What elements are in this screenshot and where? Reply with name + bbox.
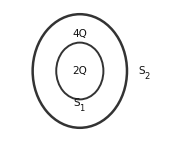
- Text: S: S: [138, 66, 145, 76]
- Text: 4Q: 4Q: [72, 29, 87, 39]
- Text: S: S: [73, 98, 80, 108]
- Ellipse shape: [56, 43, 103, 99]
- Text: 2: 2: [145, 72, 150, 81]
- Ellipse shape: [33, 14, 127, 128]
- Text: 1: 1: [79, 104, 85, 113]
- Text: 2Q: 2Q: [72, 66, 87, 76]
